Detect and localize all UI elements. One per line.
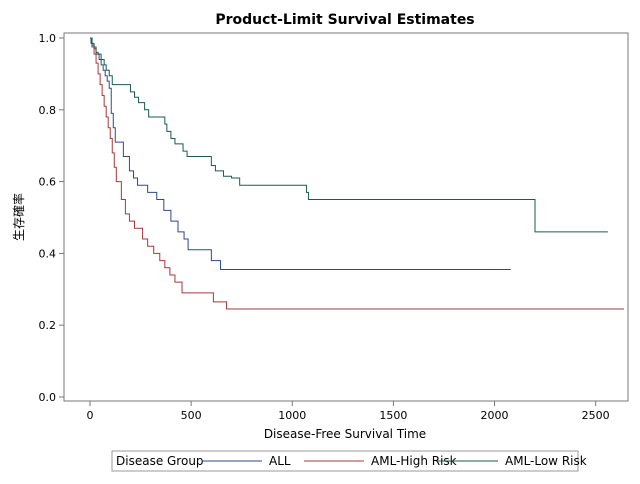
x-axis-label: Disease-Free Survival Time [264,427,426,441]
x-tick-label: 1500 [379,409,407,422]
series-line-aml-low-risk [90,37,608,233]
legend-label-aml-high-risk: AML-High Risk [371,454,457,468]
y-tick-label: 0.2 [39,319,57,332]
series-line-aml-high-risk [90,37,624,310]
y-tick-label: 0.8 [39,104,57,117]
legend: Disease Group ALL AML-High Risk AML-Low Ri… [111,450,587,472]
y-axis-label: 生存確率 [11,193,26,241]
x-tick-label: 1000 [278,409,306,422]
legend-title: Disease Group [116,454,204,468]
y-axis: 0.0 0.2 0.4 0.6 0.8 1.0 [39,32,64,404]
series-line-all [90,37,511,271]
legend-label-all: ALL [269,454,291,468]
y-tick-label: 0.6 [39,176,57,189]
x-axis: 0 500 1000 1500 2000 2500 [87,401,610,422]
x-tick-label: 2500 [582,409,610,422]
plot-area-frame [63,32,629,402]
chart-title: Product-Limit Survival Estimates [215,12,474,28]
y-tick-label: 0.4 [39,247,57,260]
series-layer [90,37,624,310]
x-tick-label: 500 [181,409,202,422]
x-tick-label: 0 [87,409,94,422]
x-tick-label: 2000 [481,409,509,422]
y-tick-label: 1.0 [39,32,57,45]
legend-label-aml-low-risk: AML-Low Risk [505,454,587,468]
y-tick-label: 0.0 [39,391,57,404]
